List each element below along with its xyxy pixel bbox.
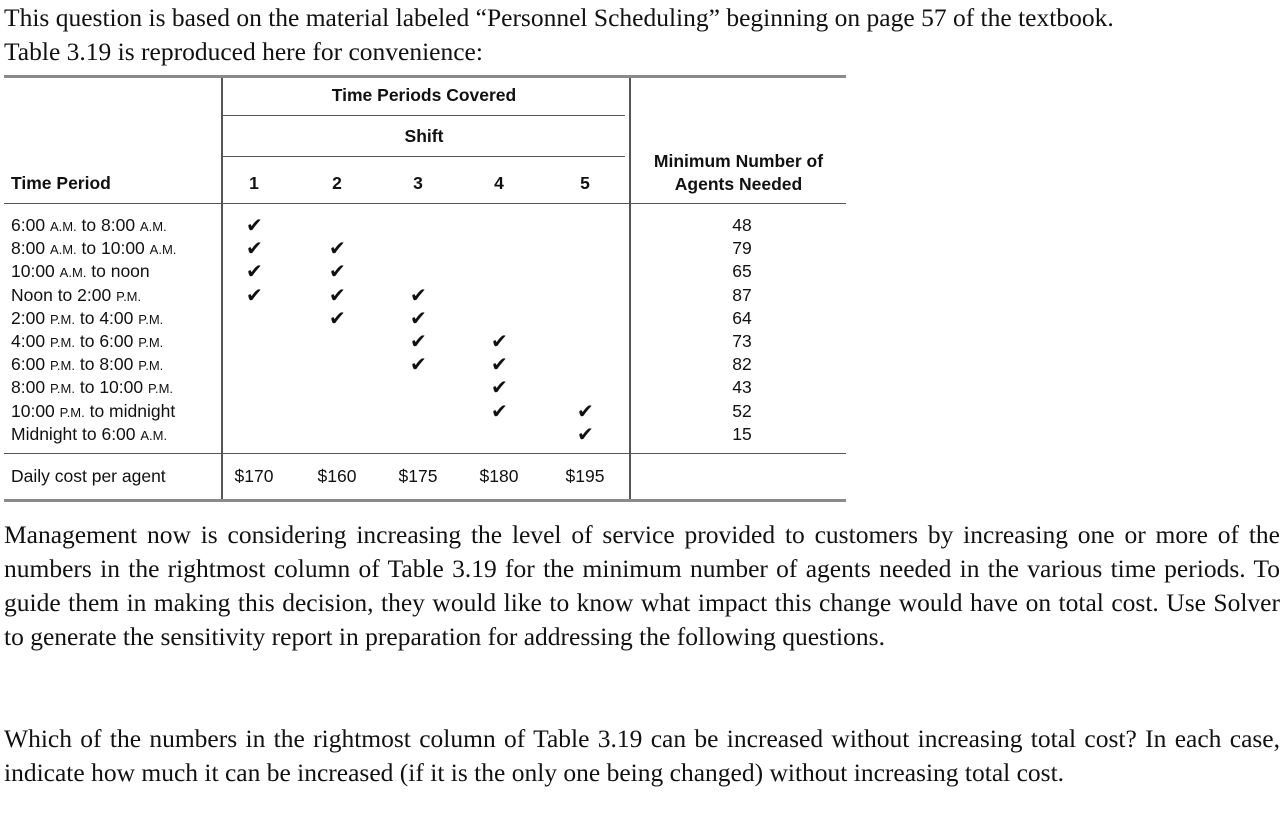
checkmark-icon: ✔ — [410, 354, 427, 377]
daily-cost-shift-5: $195 — [565, 466, 605, 486]
group-header-rule — [223, 115, 625, 117]
minimum-agents-value: 65 — [732, 261, 752, 282]
minimum-agents-value: 73 — [732, 331, 752, 351]
time-period-label: 6:00 A.M. to 8:00 A.M. — [11, 215, 167, 235]
cost-row-label: Daily cost per agent — [11, 466, 166, 486]
table-top-rule — [4, 75, 846, 78]
minimum-agents-value: 48 — [732, 215, 752, 235]
paragraph-question: Which of the numbers in the rightmost co… — [4, 724, 1280, 787]
checkmark-icon: ✔ — [246, 261, 263, 284]
intro-line-1: This question is based on the material l… — [4, 3, 1114, 32]
checkmark-icon: ✔ — [491, 331, 508, 353]
checkmark-icon: ✔ — [329, 261, 346, 284]
paragraph-management: Management now is considering increasing… — [4, 520, 1280, 651]
minimum-agents-value: 15 — [732, 423, 752, 444]
daily-cost-shift-1: $170 — [234, 466, 274, 486]
time-period-label: 10:00 A.M. to noon — [11, 261, 150, 282]
shift-header-rule — [223, 156, 625, 158]
shift-header-4: 4 — [494, 173, 504, 193]
shift-header-3: 3 — [413, 173, 423, 193]
checkmark-icon: ✔ — [329, 238, 346, 261]
daily-cost-shift-2: $160 — [317, 466, 357, 486]
time-period-label: Noon to 2:00 P.M. — [11, 284, 142, 305]
header-minimum-agents-line2: Agents Needed — [674, 174, 803, 194]
checkmark-icon: ✔ — [410, 307, 427, 330]
checkmark-icon: ✔ — [246, 238, 263, 261]
checkmark-icon: ✔ — [410, 284, 427, 307]
checkmark-icon: ✔ — [577, 400, 594, 423]
shift-header-1: 1 — [249, 173, 259, 193]
header-time-period: Time Period — [11, 173, 111, 193]
shift-header-2: 2 — [332, 173, 342, 193]
checkmark-icon: ✔ — [491, 377, 508, 400]
checkmark-icon: ✔ — [246, 284, 263, 307]
header-time-periods-covered: Time Periods Covered — [331, 85, 517, 105]
time-period-label: 2:00 P.M. to 4:00 P.M. — [11, 307, 164, 328]
time-period-label: 8:00 A.M. to 10:00 A.M. — [11, 238, 177, 259]
time-period-label: 6:00 P.M. to 8:00 P.M. — [11, 354, 164, 375]
vertical-divider-left — [221, 78, 223, 499]
vertical-divider-right — [629, 78, 631, 499]
header-minimum-agents-line1: Minimum Number of — [653, 151, 824, 171]
daily-cost-shift-4: $180 — [479, 466, 519, 486]
shift-header-5: 5 — [580, 173, 590, 193]
time-period-label: 4:00 P.M. to 6:00 P.M. — [11, 331, 164, 351]
schedule-table: Time Periods Covered Shift Time Period M… — [4, 75, 846, 505]
minimum-agents-value: 87 — [732, 284, 752, 305]
header-bottom-rule — [4, 203, 846, 205]
header-shift: Shift — [404, 126, 444, 146]
table-bottom-rule — [4, 499, 846, 502]
time-period-label: 8:00 P.M. to 10:00 P.M. — [11, 377, 174, 398]
checkmark-icon: ✔ — [246, 215, 263, 237]
checkmark-icon: ✔ — [577, 423, 594, 446]
daily-cost-shift-3: $175 — [398, 466, 438, 486]
intro-line-2: Table 3.19 is reproduced here for conven… — [4, 37, 483, 66]
cost-row-rule — [4, 453, 846, 455]
minimum-agents-value: 52 — [732, 400, 752, 421]
minimum-agents-value: 82 — [732, 354, 752, 375]
intro-text: This question is based on the material l… — [4, 1, 1280, 69]
minimum-agents-value: 43 — [732, 377, 752, 398]
time-period-label: Midnight to 6:00 A.M. — [11, 423, 168, 444]
checkmark-icon: ✔ — [491, 400, 508, 423]
checkmark-icon: ✔ — [491, 354, 508, 377]
checkmark-icon: ✔ — [329, 284, 346, 307]
header-minimum-agents: Minimum Number of Agents Needed — [631, 150, 846, 196]
checkmark-icon: ✔ — [410, 331, 427, 353]
checkmark-icon: ✔ — [329, 307, 346, 330]
minimum-agents-value: 64 — [732, 307, 752, 328]
time-period-label: 10:00 P.M. to midnight — [11, 400, 176, 421]
minimum-agents-value: 79 — [732, 238, 752, 259]
